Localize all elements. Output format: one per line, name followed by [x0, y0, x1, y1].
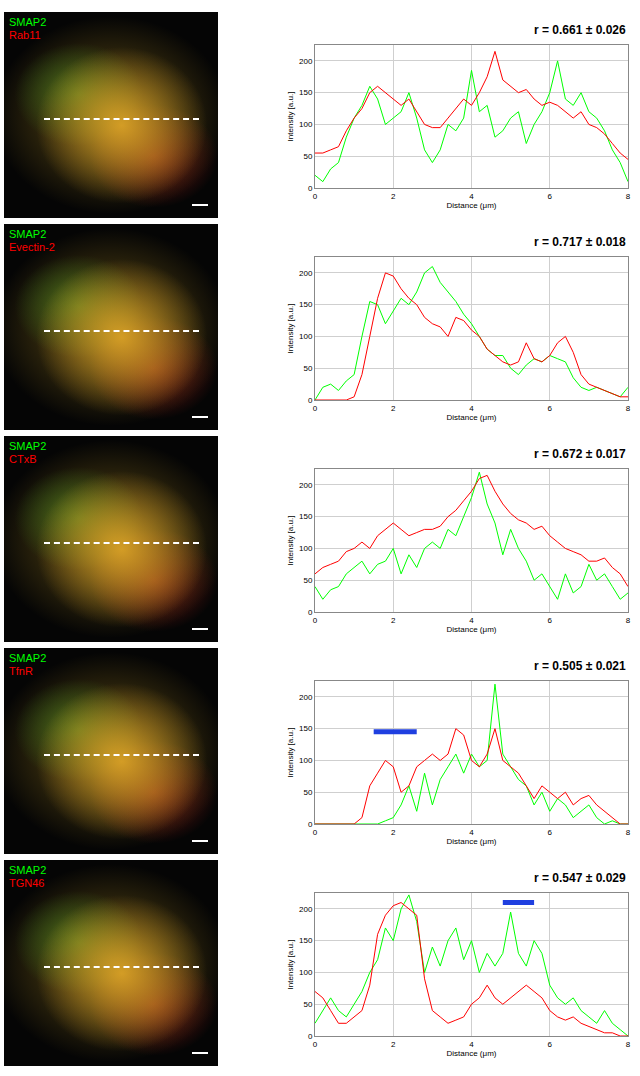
svg-text:50: 50 — [303, 576, 312, 585]
svg-text:8: 8 — [626, 192, 631, 201]
svg-text:150: 150 — [299, 300, 313, 309]
html-text:SMAP2: SMAP2 — [9, 652, 47, 664]
svg-text:0: 0 — [308, 396, 313, 405]
svg-text:0: 0 — [313, 828, 318, 837]
svg-text:0: 0 — [308, 184, 313, 193]
svg-text:50: 50 — [303, 1000, 312, 1009]
svg-text:150: 150 — [299, 936, 313, 945]
svg-text:8: 8 — [626, 616, 631, 625]
svg-text:6: 6 — [548, 192, 553, 201]
svg-text:50: 50 — [303, 788, 312, 797]
svg-text:6: 6 — [548, 1040, 553, 1049]
svg-text:200: 200 — [299, 905, 313, 914]
svg-text:r = 0.505 ± 0.021: r = 0.505 ± 0.021 — [534, 659, 626, 673]
svg-text:Distance (μm): Distance (μm) — [447, 625, 497, 634]
svg-text:100: 100 — [299, 544, 313, 553]
svg-text:2: 2 — [391, 1040, 396, 1049]
svg-text:8: 8 — [626, 828, 631, 837]
svg-text:0: 0 — [313, 404, 318, 413]
html-text:TGN46: TGN46 — [9, 877, 45, 889]
svg-text:50: 50 — [303, 364, 312, 373]
svg-text:4: 4 — [469, 192, 474, 201]
svg-text:2: 2 — [391, 616, 396, 625]
svg-text:6: 6 — [548, 616, 553, 625]
svg-text:8: 8 — [626, 1040, 631, 1049]
svg-text:200: 200 — [299, 693, 313, 702]
svg-text:8: 8 — [626, 404, 631, 413]
svg-text:100: 100 — [299, 120, 313, 129]
html-text:SMAP2: SMAP2 — [9, 228, 47, 240]
svg-text:200: 200 — [299, 57, 313, 66]
svg-text:0: 0 — [313, 192, 318, 201]
svg-text:r = 0.547 ± 0.029: r = 0.547 ± 0.029 — [534, 871, 626, 885]
svg-text:Intensity [a.u.]: Intensity [a.u.] — [286, 728, 295, 778]
svg-text:0: 0 — [308, 608, 313, 617]
svg-text:0: 0 — [313, 616, 318, 625]
svg-text:0: 0 — [308, 1032, 313, 1041]
svg-text:r = 0.717 ± 0.018: r = 0.717 ± 0.018 — [534, 235, 626, 249]
svg-text:4: 4 — [469, 404, 474, 413]
svg-text:100: 100 — [299, 968, 313, 977]
html-text:SMAP2: SMAP2 — [9, 440, 47, 452]
svg-text:2: 2 — [391, 404, 396, 413]
html-text:TfnR: TfnR — [9, 665, 33, 677]
svg-text:150: 150 — [299, 88, 313, 97]
svg-text:150: 150 — [299, 724, 313, 733]
svg-text:0: 0 — [308, 820, 313, 829]
svg-text:6: 6 — [548, 828, 553, 837]
svg-text:2: 2 — [391, 192, 396, 201]
svg-text:Intensity [a.u.]: Intensity [a.u.] — [286, 304, 295, 354]
svg-text:100: 100 — [299, 332, 313, 341]
html-text:CTxB: CTxB — [9, 453, 37, 465]
svg-text:2: 2 — [391, 828, 396, 837]
svg-text:Intensity [a.u.]: Intensity [a.u.] — [286, 92, 295, 142]
svg-text:r = 0.661 ± 0.026: r = 0.661 ± 0.026 — [534, 23, 626, 37]
html-text:SMAP2: SMAP2 — [9, 16, 47, 28]
svg-text:50: 50 — [303, 152, 312, 161]
svg-text:4: 4 — [469, 828, 474, 837]
svg-text:Intensity [a.u.]: Intensity [a.u.] — [286, 940, 295, 990]
svg-text:100: 100 — [299, 756, 313, 765]
svg-text:6: 6 — [548, 404, 553, 413]
svg-text:4: 4 — [469, 1040, 474, 1049]
html-text:SMAP2: SMAP2 — [9, 864, 47, 876]
svg-text:Intensity [a.u.]: Intensity [a.u.] — [286, 516, 295, 566]
html-text:Evectin-2: Evectin-2 — [9, 241, 55, 253]
svg-text:200: 200 — [299, 269, 313, 278]
html-text:Rab11: Rab11 — [9, 29, 41, 41]
svg-text:Distance (μm): Distance (μm) — [447, 201, 497, 210]
svg-text:150: 150 — [299, 512, 313, 521]
svg-text:r = 0.672 ± 0.017: r = 0.672 ± 0.017 — [534, 447, 626, 461]
svg-text:Distance (μm): Distance (μm) — [447, 1049, 497, 1058]
svg-text:200: 200 — [299, 481, 313, 490]
svg-text:0: 0 — [313, 1040, 318, 1049]
svg-text:Distance (μm): Distance (μm) — [447, 837, 497, 846]
svg-text:4: 4 — [469, 616, 474, 625]
svg-text:Distance (μm): Distance (μm) — [447, 413, 497, 422]
